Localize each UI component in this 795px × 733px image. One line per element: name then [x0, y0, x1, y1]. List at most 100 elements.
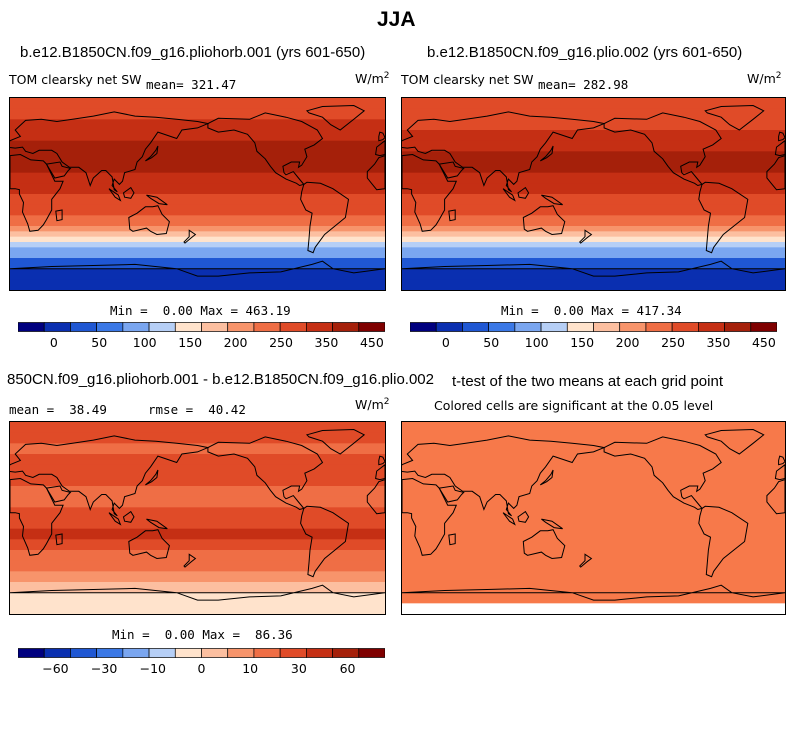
- colorbar-swatch: [462, 322, 489, 332]
- coastline: [305, 428, 366, 455]
- coastline: [378, 131, 385, 142]
- heatmap-band: [10, 236, 385, 243]
- heatmap-band: [402, 258, 785, 270]
- coastline: [55, 533, 63, 546]
- panel3-map: [9, 421, 386, 615]
- coastline: [402, 435, 606, 517]
- heatmap-band: [402, 247, 785, 259]
- coastline: [766, 479, 785, 515]
- colorbar-tick-label: 150: [570, 335, 594, 350]
- colorbar-swatch: [593, 322, 621, 332]
- coastline: [522, 205, 566, 236]
- panel3-rmse: rmse = 40.42: [148, 402, 246, 417]
- panel4-subtitle: Colored cells are significant at the 0.0…: [434, 398, 714, 413]
- colorbar-tick-label: −60: [42, 661, 68, 676]
- colorbar-tick-label: 250: [661, 335, 685, 350]
- heatmap-band: [402, 119, 785, 131]
- coastline: [774, 464, 785, 481]
- coastline: [10, 111, 210, 193]
- colorbar-swatch: [488, 322, 516, 332]
- colorbar-tick-label: 200: [616, 335, 640, 350]
- colorbar-swatch: [645, 322, 673, 332]
- colorbar-tick-label: 100: [525, 335, 549, 350]
- heatmap-band: [10, 242, 385, 248]
- heatmap-band: [402, 151, 785, 163]
- coastline: [128, 529, 170, 560]
- colorbar-tick-label: 350: [315, 335, 339, 350]
- coastline: [300, 181, 350, 254]
- heatmap-band: [402, 130, 785, 142]
- colorbar-tick-label: −30: [91, 661, 117, 676]
- heatmap-band: [402, 204, 785, 216]
- colorbar-tick-label: −10: [140, 661, 166, 676]
- heatmap-band: [10, 279, 385, 290]
- heatmap-band: [402, 268, 785, 280]
- colorbar-swatch: [122, 322, 150, 332]
- panel1-title: b.e12.B1850CN.f09_g16.pliohorb.001 (yrs …: [20, 44, 366, 61]
- heatmap-band: [402, 98, 785, 110]
- colorbar-swatch: [17, 648, 45, 658]
- coastline: [366, 155, 385, 191]
- coastline: [45, 161, 72, 179]
- panel1-minmax: Min = 0.00 Max = 463.19: [110, 303, 291, 318]
- heatmap-band: [10, 231, 385, 238]
- colorbar-swatch: [306, 648, 333, 658]
- panel3-mean: mean = 38.49: [9, 402, 107, 417]
- colorbar-swatch: [332, 648, 360, 658]
- coastline: [438, 161, 465, 179]
- colorbar-swatch: [358, 322, 386, 332]
- coastline: [108, 188, 122, 202]
- colorbar-tick-label: 60: [340, 661, 356, 676]
- panel1-mean: mean= 321.47: [146, 77, 237, 92]
- coastline: [774, 140, 785, 157]
- colorbar-swatch: [253, 322, 281, 332]
- colorbar-swatch: [227, 322, 255, 332]
- coastline: [10, 153, 64, 232]
- colorbar-tick-label: 150: [178, 335, 202, 350]
- coastline: [517, 510, 530, 523]
- heatmap-band: [10, 194, 385, 206]
- colorbar-swatch: [566, 322, 594, 332]
- heatmap-band: [10, 571, 385, 583]
- coastline: [502, 188, 516, 202]
- heatmap-band: [402, 242, 785, 248]
- panel4-map: [401, 421, 786, 615]
- panel1-variable: TOM clearsky net SW: [9, 72, 142, 87]
- heatmap-band: [10, 464, 385, 476]
- colorbar-swatch: [148, 648, 176, 658]
- heatmap-band: [402, 215, 785, 227]
- coastline: [207, 112, 324, 187]
- colorbar-swatch: [17, 322, 45, 332]
- heatmap-band: [10, 215, 385, 227]
- coastline: [378, 455, 385, 466]
- coastline: [438, 485, 465, 503]
- coastline: [55, 209, 63, 222]
- heatmap-band: [10, 119, 385, 131]
- coastline: [541, 518, 563, 530]
- heatmap-band: [10, 172, 385, 184]
- heatmap-band: [10, 475, 385, 487]
- colorbar-tick-label: 50: [91, 335, 107, 350]
- panel3-title: 850CN.f09_g16.pliohorb.001 - b.e12.B1850…: [7, 371, 434, 388]
- coastline: [502, 512, 516, 526]
- coastline: [402, 111, 606, 193]
- coastline: [517, 186, 530, 199]
- heatmap-band: [402, 231, 785, 238]
- coastline: [402, 260, 785, 277]
- heatmap-band: [10, 432, 385, 444]
- coastline: [108, 512, 122, 526]
- coastline: [145, 145, 159, 162]
- coastline: [522, 529, 566, 560]
- coastline: [603, 112, 722, 187]
- coastline: [603, 436, 722, 511]
- coastline: [300, 505, 350, 578]
- heatmap-band: [402, 162, 785, 174]
- heatmap-band: [10, 98, 385, 110]
- heatmap-band: [402, 108, 785, 120]
- coastline: [402, 477, 458, 556]
- figure-title: JJA: [377, 8, 416, 31]
- colorbar-swatch: [174, 322, 202, 332]
- colorbar-swatch: [698, 322, 725, 332]
- heatmap-band: [10, 443, 385, 455]
- coastline: [698, 505, 749, 578]
